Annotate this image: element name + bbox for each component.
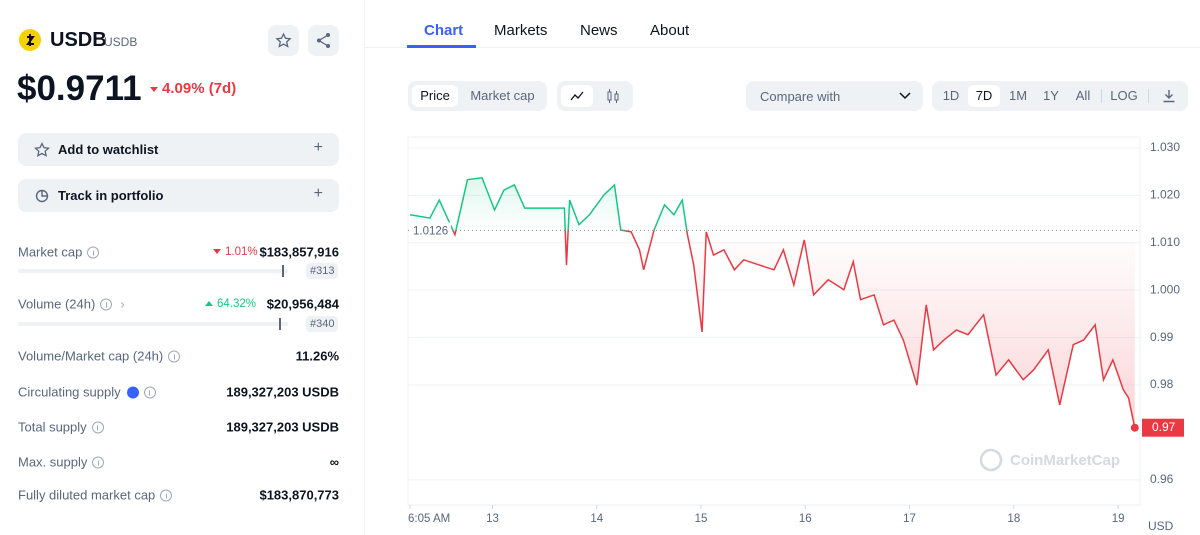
stat-rank: #313 xyxy=(306,263,339,279)
tab-divider xyxy=(365,47,1200,48)
y-tick-label: 0.96 xyxy=(1150,472,1174,486)
stat-value: 11.26% xyxy=(295,348,339,364)
stat-label: Circulating supply xyxy=(18,384,121,400)
stat-change: 64.32% xyxy=(217,298,257,310)
coin-icon xyxy=(19,29,41,51)
stat-rank: #340 xyxy=(306,316,339,332)
coin-name: USDB xyxy=(50,29,107,51)
stat-value: $183,857,916 xyxy=(259,244,339,260)
x-tick-label: 18 xyxy=(1007,513,1020,525)
range-option[interactable]: 1Y xyxy=(1043,88,1059,103)
axis-unit: USD xyxy=(1148,519,1174,533)
watermark: CoinMarketCap xyxy=(1010,452,1120,469)
stat-change: 1.01% xyxy=(225,246,258,258)
stat-label: Volume (24h) xyxy=(18,296,96,312)
x-tick-label: 16 xyxy=(799,513,812,525)
rank-bar xyxy=(18,318,288,330)
log-option[interactable]: LOG xyxy=(1110,88,1138,103)
price-change: 4.09% (7d) xyxy=(162,80,237,97)
last-price-dot xyxy=(1130,423,1139,432)
price-area xyxy=(410,177,1135,428)
range-option[interactable]: 1D xyxy=(942,88,960,103)
last-price-box xyxy=(1142,418,1184,437)
y-tick-label: 1.010 xyxy=(1150,235,1180,249)
plot-frame xyxy=(407,136,1141,506)
stat-value: $20,956,484 xyxy=(266,296,339,312)
portfolio-button[interactable]: Track in portfolio + xyxy=(18,179,339,212)
price: $0.9711 xyxy=(17,69,142,108)
y-tick-label: 0.98 xyxy=(1150,377,1174,391)
tab-underline xyxy=(407,45,476,48)
x-tick-label: 17 xyxy=(903,513,916,525)
x-tick-label: 13 xyxy=(486,513,499,525)
stat-value: $183,870,773 xyxy=(259,487,339,503)
x-tick-label: 14 xyxy=(590,513,603,525)
x-tick-label: 19 xyxy=(1112,513,1125,525)
stat-value: 189,327,203 USDB xyxy=(226,384,339,400)
range-option[interactable]: 7D xyxy=(968,85,1000,107)
metric-option[interactable]: Price xyxy=(412,85,458,107)
rank-bar xyxy=(18,265,288,277)
tab[interactable]: Markets xyxy=(494,22,548,39)
x-tick-label: 15 xyxy=(695,513,708,525)
reference-label: 1.0126 xyxy=(413,225,448,237)
stat-label: Market cap xyxy=(18,244,83,260)
download-button[interactable] xyxy=(1162,89,1176,103)
line-style[interactable] xyxy=(561,85,593,107)
x-tick-label: 6:05 AM xyxy=(408,513,450,525)
tab[interactable]: News xyxy=(580,22,618,39)
y-tick-label: 1.030 xyxy=(1150,140,1180,154)
metric-toggle: Price Market cap xyxy=(408,81,547,111)
price-line xyxy=(409,176,1136,428)
stat-label: Fully diluted market cap xyxy=(18,487,156,503)
stat-label: Volume/Market cap (24h) xyxy=(18,348,164,364)
stat-label: Max. supply xyxy=(18,454,88,470)
stat-value: 189,327,203 USDB xyxy=(226,419,339,435)
candle-style[interactable] xyxy=(597,85,629,107)
coin-symbol: USDB xyxy=(104,35,138,49)
range-option[interactable]: 1M xyxy=(1008,88,1028,103)
watermark-logo xyxy=(979,448,1003,472)
button-label: Add to watchlist xyxy=(58,142,159,157)
button-label: Track in portfolio xyxy=(58,188,164,203)
watchlist-button[interactable]: Add to watchlist + xyxy=(18,133,339,166)
compare-label: Compare with xyxy=(760,89,841,104)
tab[interactable]: About xyxy=(650,22,690,39)
range-toggle: 1D 7D 1M 1Y All LOG xyxy=(932,81,1188,111)
share-button[interactable] xyxy=(308,25,339,56)
reference-label-bg xyxy=(411,222,451,237)
sidebar: USDB USDB $0.9711 4.09% (7d) Add to watc… xyxy=(0,0,365,535)
stat-label: Total supply xyxy=(18,419,87,435)
y-tick-label: 0.99 xyxy=(1150,330,1174,344)
y-tick-label: 1.020 xyxy=(1150,188,1180,202)
tab[interactable]: Chart xyxy=(424,22,464,39)
stat-value: ∞ xyxy=(329,454,339,470)
y-tick-label: 1.000 xyxy=(1150,282,1180,296)
range-option[interactable]: All xyxy=(1075,88,1091,103)
compare-select[interactable]: Compare with xyxy=(746,81,923,111)
last-price-label: 0.97 xyxy=(1152,420,1176,434)
star-button[interactable] xyxy=(268,25,299,56)
chart-style-toggle xyxy=(557,81,633,111)
metric-option[interactable]: Market cap xyxy=(470,88,535,103)
